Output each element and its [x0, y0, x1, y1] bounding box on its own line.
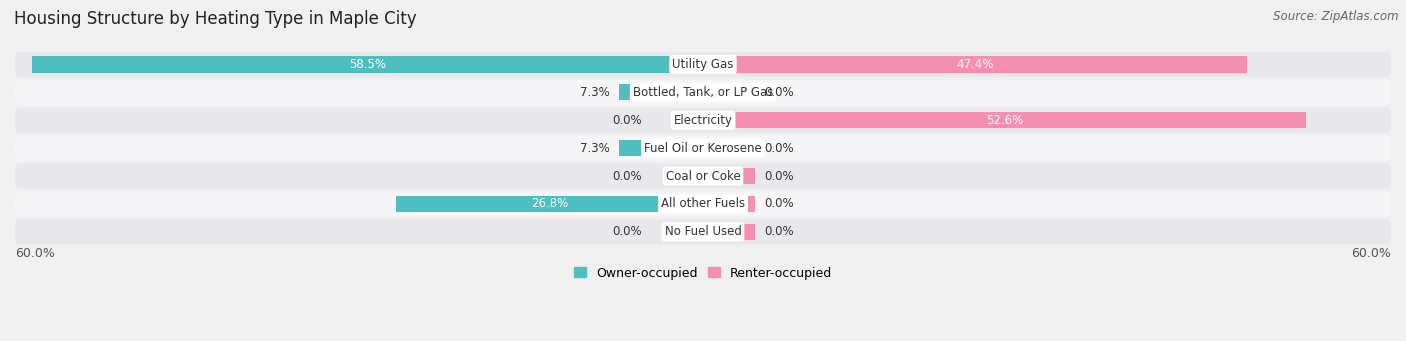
- FancyBboxPatch shape: [15, 80, 1391, 105]
- Text: Source: ZipAtlas.com: Source: ZipAtlas.com: [1274, 10, 1399, 23]
- Text: 0.0%: 0.0%: [613, 169, 643, 182]
- Bar: [703, 84, 755, 101]
- Text: Bottled, Tank, or LP Gas: Bottled, Tank, or LP Gas: [633, 86, 773, 99]
- Bar: [703, 140, 755, 156]
- Text: 0.0%: 0.0%: [763, 197, 793, 210]
- Bar: [703, 196, 755, 212]
- Bar: [703, 168, 755, 184]
- Bar: [703, 56, 1247, 73]
- Legend: Owner-occupied, Renter-occupied: Owner-occupied, Renter-occupied: [568, 262, 838, 284]
- FancyBboxPatch shape: [15, 108, 1391, 133]
- Bar: [703, 224, 755, 240]
- Text: Fuel Oil or Kerosene: Fuel Oil or Kerosene: [644, 142, 762, 155]
- FancyBboxPatch shape: [15, 52, 1391, 77]
- Text: Coal or Coke: Coal or Coke: [665, 169, 741, 182]
- Text: 60.0%: 60.0%: [1351, 247, 1391, 260]
- Bar: [395, 196, 703, 212]
- Text: 7.3%: 7.3%: [581, 86, 610, 99]
- Text: 47.4%: 47.4%: [956, 58, 994, 71]
- FancyBboxPatch shape: [15, 219, 1391, 244]
- Text: 52.6%: 52.6%: [986, 114, 1024, 127]
- Text: 0.0%: 0.0%: [763, 225, 793, 238]
- Text: No Fuel Used: No Fuel Used: [665, 225, 741, 238]
- Text: 26.8%: 26.8%: [530, 197, 568, 210]
- Bar: [619, 84, 703, 101]
- Bar: [619, 140, 703, 156]
- Text: 7.3%: 7.3%: [581, 142, 610, 155]
- Text: 0.0%: 0.0%: [763, 142, 793, 155]
- FancyBboxPatch shape: [15, 136, 1391, 161]
- Text: Housing Structure by Heating Type in Maple City: Housing Structure by Heating Type in Map…: [14, 10, 416, 28]
- Text: 0.0%: 0.0%: [763, 86, 793, 99]
- Text: 0.0%: 0.0%: [613, 225, 643, 238]
- FancyBboxPatch shape: [15, 191, 1391, 217]
- Text: 60.0%: 60.0%: [15, 247, 55, 260]
- Text: All other Fuels: All other Fuels: [661, 197, 745, 210]
- Bar: [32, 56, 703, 73]
- Text: Utility Gas: Utility Gas: [672, 58, 734, 71]
- Bar: [703, 112, 1306, 128]
- Text: Electricity: Electricity: [673, 114, 733, 127]
- FancyBboxPatch shape: [15, 163, 1391, 189]
- Text: 58.5%: 58.5%: [349, 58, 387, 71]
- Text: 0.0%: 0.0%: [763, 169, 793, 182]
- Text: 0.0%: 0.0%: [613, 114, 643, 127]
